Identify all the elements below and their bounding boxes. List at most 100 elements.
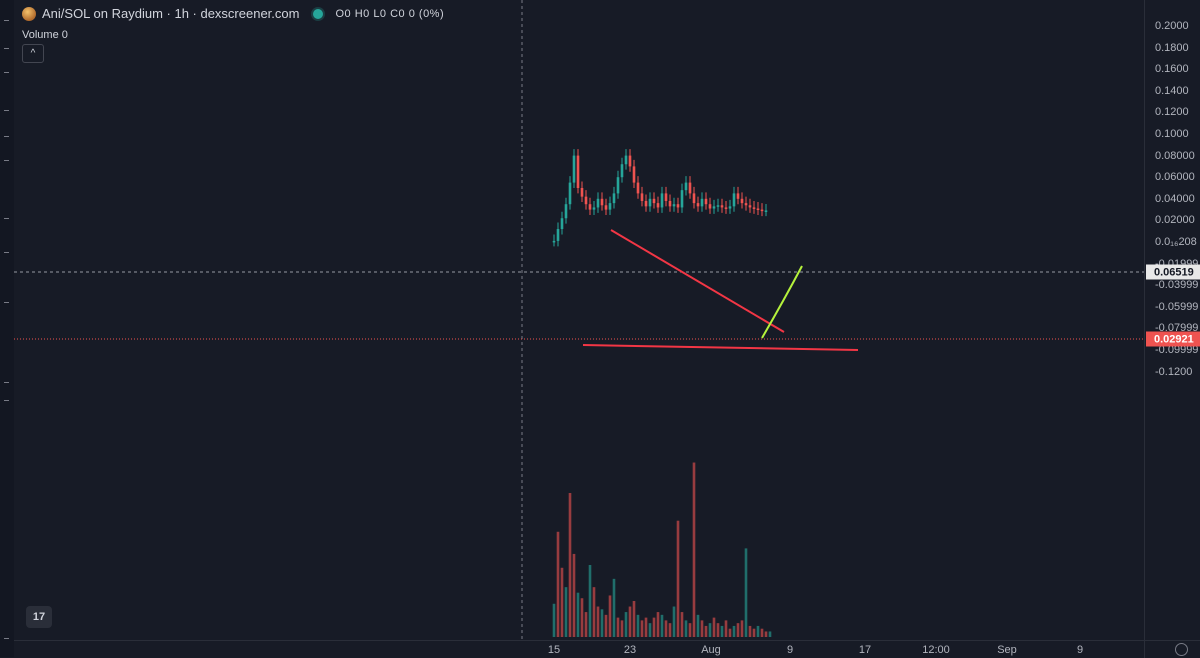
drawing-toolbar[interactable] <box>0 0 15 657</box>
price-axis-label: 0.0₁₆208 <box>1155 236 1197 248</box>
volume-bar <box>576 592 580 637</box>
candle-body <box>656 203 660 208</box>
candle-body <box>748 205 752 208</box>
candle-body <box>744 203 748 206</box>
volume-bar <box>552 603 556 637</box>
price-axis-label: -0.09999 <box>1155 344 1199 356</box>
candle-body <box>688 182 692 194</box>
price-axis-label: 0.06000 <box>1155 171 1195 184</box>
price-axis-label: -0.1200 <box>1155 365 1193 378</box>
support-trendline <box>582 344 859 351</box>
price-chart[interactable] <box>14 0 1144 640</box>
candle-body <box>672 204 676 207</box>
candle-body <box>576 155 580 188</box>
volume-bar <box>684 620 688 637</box>
candle-body <box>596 198 600 208</box>
candle-body <box>572 155 576 183</box>
chart-pane[interactable] <box>14 0 1144 640</box>
candle-body <box>600 198 604 206</box>
volume-bar <box>620 620 624 637</box>
volume-bar <box>748 625 752 637</box>
volume-bar <box>700 620 704 637</box>
volume-bar <box>660 614 664 637</box>
volume-legend[interactable]: Volume 0 <box>22 29 68 41</box>
price-axis-label: 0.1200 <box>1155 106 1189 119</box>
market-status-icon[interactable] <box>313 8 324 19</box>
candle-body <box>604 205 608 210</box>
volume-bar <box>556 531 560 637</box>
candle-body <box>640 193 644 201</box>
volume-bar <box>704 625 708 637</box>
volume-bar <box>564 587 568 637</box>
time-axis[interactable]: 15 23 Aug 9 17 12:00 Sep 9 <box>14 640 1144 658</box>
candle-body <box>616 177 620 194</box>
time-axis-label: 17 <box>858 644 872 656</box>
candle-body <box>632 166 636 183</box>
volume-bar <box>760 628 764 637</box>
price-axis-label: -0.07999 <box>1155 322 1199 335</box>
crosshair-price-tag: 0.06519 <box>1146 264 1200 280</box>
candle-body <box>764 210 768 212</box>
candle-body <box>716 205 720 207</box>
volume-bar <box>652 617 656 637</box>
candle-body <box>592 207 596 210</box>
candle-body <box>708 204 712 209</box>
candle-body <box>704 198 708 205</box>
volume-bar <box>708 623 712 637</box>
volume-bar <box>744 548 748 637</box>
volume-bar <box>628 606 632 637</box>
time-axis-label: 9 <box>786 644 794 656</box>
volume-bar <box>588 565 592 637</box>
volume-bar <box>636 614 640 637</box>
toolbar-tick <box>4 252 9 253</box>
price-axis-label: 0.1000 <box>1155 128 1189 140</box>
breakout-projection-line <box>761 265 803 339</box>
price-axis-label: 0.2000 <box>1155 20 1189 32</box>
volume-bar <box>624 612 628 637</box>
volume-bar <box>600 609 604 637</box>
candle-body <box>720 205 724 208</box>
volume-bar <box>696 614 700 637</box>
toolbar-tick <box>4 110 9 111</box>
candle-body <box>564 204 568 219</box>
volume-bar <box>768 631 772 637</box>
axis-corner <box>1144 640 1200 658</box>
volume-bar <box>664 620 668 637</box>
candle-body <box>580 188 584 197</box>
symbol-legend: Ani/SOL on Raydium · 1h · dexscreener.co… <box>22 6 444 21</box>
candle-body <box>556 229 560 241</box>
price-axis-label: -0.05999 <box>1155 300 1199 313</box>
toolbar-tick <box>4 382 9 383</box>
volume-bar <box>560 567 564 637</box>
volume-bar <box>656 612 660 637</box>
candle-body <box>740 198 744 204</box>
candle-body <box>692 193 696 204</box>
volume-bar <box>616 617 620 637</box>
volume-bar <box>648 623 652 637</box>
volume-bar <box>724 620 728 637</box>
candle-body <box>724 207 728 209</box>
price-axis-label: 0.1400 <box>1155 84 1189 97</box>
toolbar-tick <box>4 20 9 21</box>
candle-body <box>636 182 640 194</box>
time-axis-label: Sep <box>997 644 1017 656</box>
symbol-title[interactable]: Ani/SOL on Raydium · 1h · dexscreener.co… <box>42 6 300 21</box>
candle-body <box>612 193 616 204</box>
collapse-legend-button[interactable]: ^ <box>22 44 44 63</box>
current-price-tag: 0.02921 <box>1146 331 1200 347</box>
volume-bar <box>688 623 692 637</box>
volume-bar <box>568 493 572 637</box>
volume-bar <box>692 462 696 637</box>
tradingview-logo[interactable]: 17 <box>26 606 52 628</box>
toolbar-tick <box>4 72 9 73</box>
price-axis[interactable]: 0.2000 0.1800 0.1600 0.1400 0.1200 0.1000 0.08… <box>1144 0 1200 640</box>
time-axis-label: Aug <box>701 644 721 656</box>
volume-bar <box>632 601 636 637</box>
time-axis-label: 12:00 <box>922 644 950 656</box>
volume-bar <box>676 520 680 637</box>
toolbar-tick <box>4 160 9 161</box>
settings-icon[interactable] <box>1175 643 1188 656</box>
candle-body <box>736 193 740 199</box>
candle-body <box>568 182 572 205</box>
volume-bar <box>736 623 740 637</box>
